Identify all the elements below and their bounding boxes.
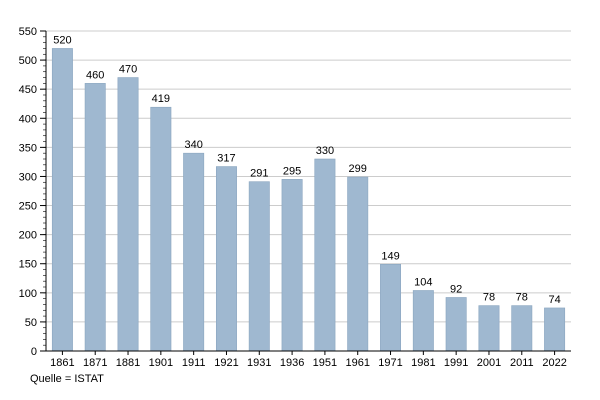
y-tick-label: 250: [19, 201, 37, 213]
x-tick-label-1936: 1936: [280, 357, 304, 369]
data-label-1881: 470: [119, 64, 137, 76]
data-label-1921: 317: [217, 153, 235, 165]
bar-1936: [281, 179, 303, 352]
y-tick-label: 300: [19, 171, 37, 183]
y-tick-label: 200: [19, 230, 37, 242]
x-tick-label-1861: 1861: [50, 357, 74, 369]
data-label-2022: 74: [548, 294, 560, 306]
data-label-1991: 92: [450, 283, 462, 295]
y-tick-labels: 0 50 100 150 200 250 300 350 400 450 500 550: [19, 26, 37, 358]
bar-1881: [117, 77, 139, 352]
y-tick-label: 100: [19, 288, 37, 300]
y-tick-label: 0: [31, 346, 37, 358]
y-tick-label: 350: [19, 142, 37, 154]
bar-2022: [544, 307, 566, 352]
data-label-1981: 104: [414, 276, 432, 288]
bar-1991: [445, 297, 467, 352]
x-tick-label-1961: 1961: [345, 357, 369, 369]
bars: [51, 48, 566, 352]
bar-1961: [347, 176, 369, 352]
data-label-1951: 330: [316, 145, 334, 157]
x-tick-label-1911: 1911: [182, 357, 206, 369]
y-tick-label: 500: [19, 55, 37, 67]
x-tick-label-1881: 1881: [116, 357, 140, 369]
x-tick-label-2022: 2022: [542, 357, 566, 369]
data-label-1911: 340: [184, 139, 202, 151]
data-labels: 520 460 470 419 340 317 291 295 330 299 149 104 92 78…: [53, 34, 560, 305]
x-tick-labels: 1861 1871 1881 1901 1911 1921 1931 1936 1951 1961…: [50, 357, 567, 369]
bar-1861: [51, 48, 73, 352]
data-label-2011: 78: [516, 292, 528, 304]
bar-1981: [412, 290, 434, 352]
data-label-1936: 295: [283, 165, 301, 177]
y-tick-label: 450: [19, 84, 37, 96]
axes: [40, 30, 571, 355]
bar-2011: [511, 305, 533, 352]
bar-1971: [380, 264, 402, 352]
x-tick-label-1991: 1991: [444, 357, 468, 369]
data-label-1871: 460: [86, 69, 104, 81]
bar-1871: [84, 83, 106, 352]
x-tick-label-1981: 1981: [411, 357, 435, 369]
bar-1911: [183, 152, 205, 352]
bar-1901: [150, 106, 172, 352]
bar-1931: [248, 181, 270, 352]
x-tick-label-1951: 1951: [313, 357, 337, 369]
y-tick-label: 400: [19, 113, 37, 125]
data-label-1901: 419: [152, 93, 170, 105]
x-tick-label-1931: 1931: [247, 357, 271, 369]
x-tick-label-2001: 2001: [477, 357, 501, 369]
data-label-2001: 78: [483, 292, 495, 304]
x-tick-label-1901: 1901: [149, 357, 173, 369]
data-label-1971: 149: [381, 250, 399, 262]
bar-1951: [314, 158, 336, 352]
x-tick-label-1971: 1971: [378, 357, 402, 369]
x-tick-label-2011: 2011: [510, 357, 534, 369]
y-tick-label: 550: [19, 26, 37, 38]
y-tick-label: 50: [25, 317, 37, 329]
y-tick-label: 150: [19, 259, 37, 271]
data-label-1931: 291: [250, 168, 268, 180]
source-note: Quelle = ISTAT: [30, 373, 104, 385]
data-label-1861: 520: [53, 34, 71, 46]
bar-2001: [478, 305, 500, 352]
x-tick-label-1871: 1871: [83, 357, 107, 369]
bar-1921: [215, 166, 237, 352]
x-tick-label-1921: 1921: [214, 357, 238, 369]
data-label-1961: 299: [349, 163, 367, 175]
